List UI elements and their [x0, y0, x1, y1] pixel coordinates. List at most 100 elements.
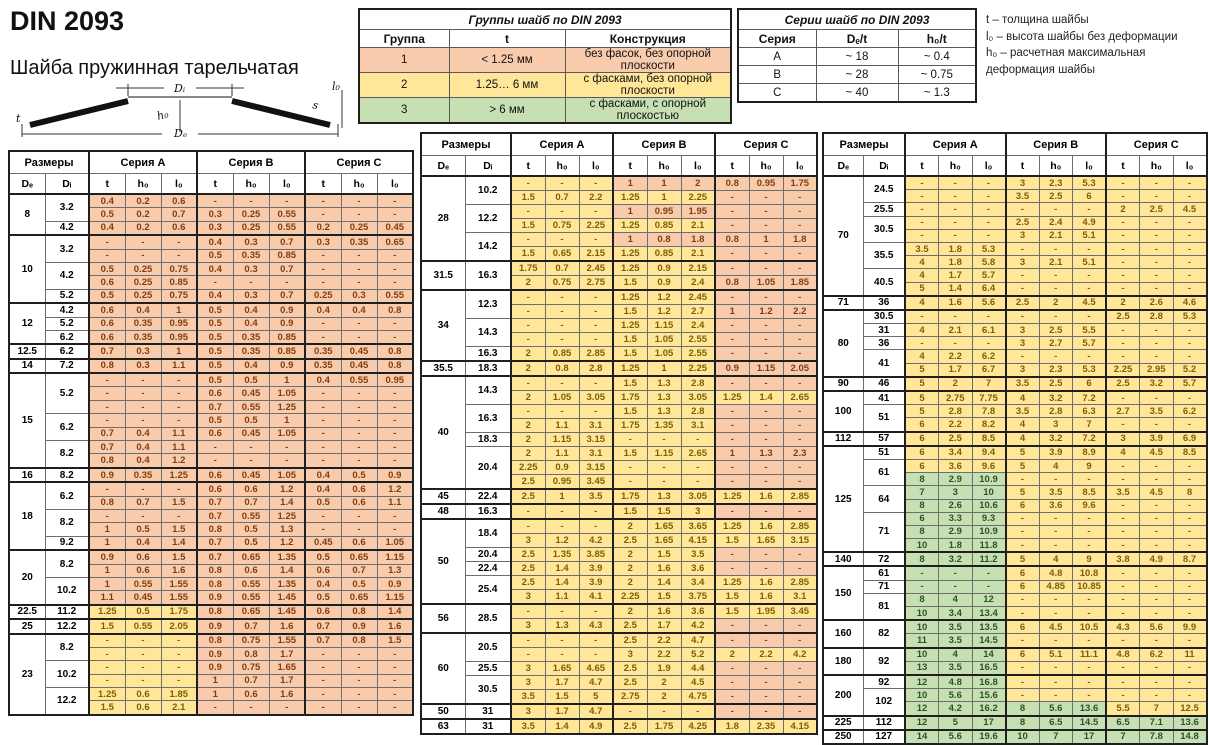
value-cell: -	[748, 703, 784, 720]
value-cell: -	[1139, 660, 1174, 676]
value-cell: 5.7	[1072, 336, 1107, 351]
value-cell: 0.85	[646, 246, 682, 262]
value-cell: 3.2	[1038, 430, 1074, 447]
value-cell: 5.7	[1172, 375, 1208, 392]
value-cell: -	[510, 232, 546, 247]
value-cell: 2.4	[680, 318, 716, 333]
value-cell: -	[376, 316, 414, 331]
de-cell: 200	[822, 673, 864, 716]
di-cell: 46	[862, 375, 906, 392]
value-cell: 0.8	[376, 302, 414, 318]
value-cell: -	[748, 547, 784, 562]
value-cell: -	[748, 661, 784, 676]
table-row: - - -1.5 1.05 2.55- - -	[421, 332, 818, 347]
header-sub-cell: h₀	[646, 155, 682, 177]
value-cell: 0.5	[88, 207, 126, 222]
value-cell: 1.1	[544, 418, 580, 433]
value-cell: 5	[904, 390, 940, 406]
value-cell: 0.7	[196, 535, 234, 551]
value-cell: -	[1038, 538, 1074, 553]
value-cell: 15.6	[971, 688, 1007, 703]
value-cell: 0.6	[160, 220, 198, 236]
value-cell: 0.8	[196, 576, 234, 592]
value-cell: -	[376, 399, 414, 415]
value-cell: 4.9	[1139, 551, 1174, 567]
table-row: 160 82 10 3.5 13.5 6 4.5 10.5 4.3 5.6 9.9	[822, 619, 1208, 649]
value-cell: 2	[1105, 294, 1141, 311]
value-cell: 0.8	[646, 232, 682, 247]
di-cell: 3.2	[44, 234, 90, 263]
header-cell: Конструкция	[564, 29, 732, 48]
value-cell: 0.6	[304, 603, 342, 620]
table-row: 6.2 0.6 0.35 0.95 0.5 0.35 0.85- - -	[9, 329, 414, 345]
value-cell: -	[714, 260, 750, 276]
value-cell: 4.5	[1172, 202, 1208, 217]
table-row: 100 41 5 2.75 7.75 4 3.2 7.2- - -	[822, 390, 1208, 433]
value-cell: 1.25	[160, 466, 198, 483]
value-cell: 0.4	[340, 302, 378, 318]
value-cell: 3.6	[680, 603, 716, 619]
value-cell: -	[646, 432, 682, 447]
value-cell: 1.25	[612, 246, 648, 262]
value-cell: 0.4	[232, 302, 270, 318]
di-cell: 10.2	[44, 660, 90, 689]
value-cell: 10	[904, 619, 940, 635]
value-cell: -	[1139, 255, 1174, 270]
value-cell: 2.1	[1038, 255, 1074, 270]
value-cell: -	[304, 386, 342, 401]
header-sub-cell: t	[304, 173, 342, 195]
value-cell: 1.5	[88, 700, 126, 716]
value-cell: -	[268, 700, 306, 716]
value-cell: 1.3	[646, 488, 682, 505]
value-cell: 1.6	[748, 589, 784, 605]
value-cell: 3.3	[938, 511, 973, 526]
value-cell: 1.25	[612, 260, 648, 276]
value-cell: 1	[646, 190, 682, 205]
value-cell: 0.65	[376, 234, 414, 250]
value-cell: -	[748, 632, 784, 648]
value-cell: -	[1105, 241, 1141, 257]
value-cell: -	[160, 646, 198, 662]
value-cell: -	[782, 260, 818, 276]
value-cell: 0.5	[88, 261, 126, 277]
value-cell: 3	[510, 703, 546, 720]
value-cell: -	[748, 675, 784, 690]
header-sub-cell: t	[612, 155, 648, 177]
header-sub-cell: Dₑ	[822, 155, 864, 177]
value-cell: 6.1	[971, 323, 1007, 338]
value-cell: -	[748, 432, 784, 447]
value-cell: -	[1038, 281, 1074, 297]
value-cell: 7	[1038, 728, 1074, 745]
de-cell: 8	[8, 192, 46, 236]
value-cell: -	[1004, 673, 1040, 690]
value-cell: 2.5	[612, 618, 648, 634]
value-cell: 0.7	[196, 508, 234, 524]
value-cell: -	[1172, 390, 1208, 406]
value-cell: 3.9	[1139, 430, 1174, 447]
table-row: 23 8.2- - -0.8 0.75 1.55 0.7 0.8 1.5	[8, 632, 414, 716]
value-cell: 1	[88, 563, 126, 578]
value-cell: -	[124, 386, 162, 401]
value-cell: 1	[160, 343, 198, 360]
value-cell: 2.1	[938, 323, 973, 338]
value-cell: -	[1072, 592, 1107, 608]
value-cell: 2.5	[1038, 189, 1074, 204]
value-cell: -	[782, 375, 818, 391]
value-cell: 3.5	[938, 660, 973, 676]
value-cell: 16.8	[971, 673, 1007, 690]
table-row: 12.5 6.2 0.7 0.3 1 0.5 0.35 0.85 0.35 0.45 0.8	[8, 343, 414, 360]
value-cell: 2.45	[680, 289, 716, 305]
value-cell: 3.05	[578, 390, 614, 405]
table-row: 70 24.5- - -3 2.3 5.3- - -	[822, 175, 1208, 297]
value-cell: 9	[1072, 551, 1107, 567]
di-cell: 16.3	[464, 404, 512, 433]
table-row: 3 1.1 4.1 2.25 1.5 3.75 1.5 1.6 3.1	[421, 589, 818, 605]
de-cell: 22.5	[8, 603, 46, 620]
table-row: 8 2.6 10.6 6 3.6 9.6- - -	[823, 498, 1208, 513]
header-sub-cell: t	[1105, 155, 1141, 177]
value-cell: -	[1072, 606, 1107, 621]
value-cell: 1.7	[938, 268, 973, 283]
value-cell: -	[1139, 511, 1174, 526]
table-row: 125 51 6 3.4 9.4 5 3.9 8.9 4 4.5 8.5	[822, 444, 1208, 553]
value-cell: -	[714, 332, 750, 347]
